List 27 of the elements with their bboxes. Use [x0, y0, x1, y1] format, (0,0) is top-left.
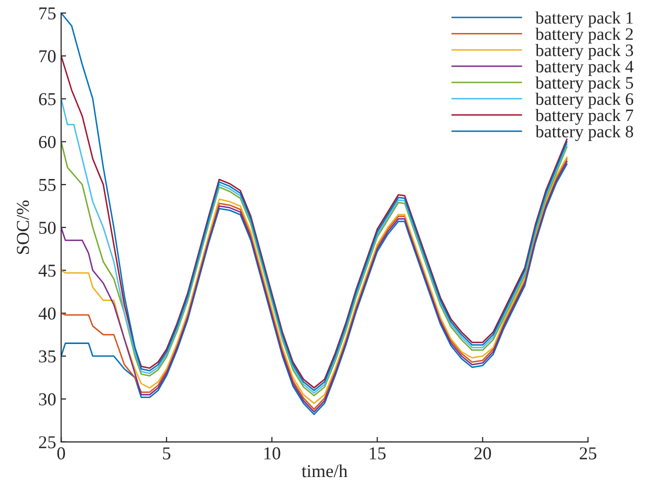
y-tick-label: 55 [39, 179, 56, 192]
y-tick-label: 45 [38, 264, 56, 277]
y-axis-title: SOC/% [16, 200, 30, 254]
y-tick-label: 75 [39, 7, 56, 20]
x-tick-label: 25 [580, 447, 596, 460]
legend-label: battery pack 1 [535, 12, 633, 28]
legend-label: battery pack 5 [535, 76, 634, 92]
legend-label: battery pack 8 [535, 125, 634, 142]
y-tick-label: 40 [38, 307, 56, 320]
legend-label: battery pack 6 [535, 92, 634, 109]
y-tick-label: 60 [39, 136, 56, 148]
x-tick-label: 0 [57, 447, 65, 460]
y-tick-label: 25 [39, 436, 56, 448]
y-tick-label: 50 [39, 222, 56, 234]
y-tick-label: 30 [39, 393, 56, 406]
y-tick-label: 65 [39, 93, 56, 106]
legend-label: battery pack 2 [535, 28, 633, 44]
legend-label: battery pack 7 [535, 108, 634, 125]
x-tick-label: 5 [163, 447, 170, 460]
y-tick-label: 35 [39, 350, 56, 363]
x-tick-label: 10 [264, 447, 280, 460]
legend-label: battery pack 4 [535, 60, 634, 76]
y-tick-label: 70 [39, 50, 56, 62]
legend-label: battery pack 3 [535, 44, 634, 60]
x-tick-label: 15 [370, 447, 386, 460]
x-axis-title: time/h [302, 464, 348, 478]
x-tick-label: 20 [474, 447, 491, 460]
